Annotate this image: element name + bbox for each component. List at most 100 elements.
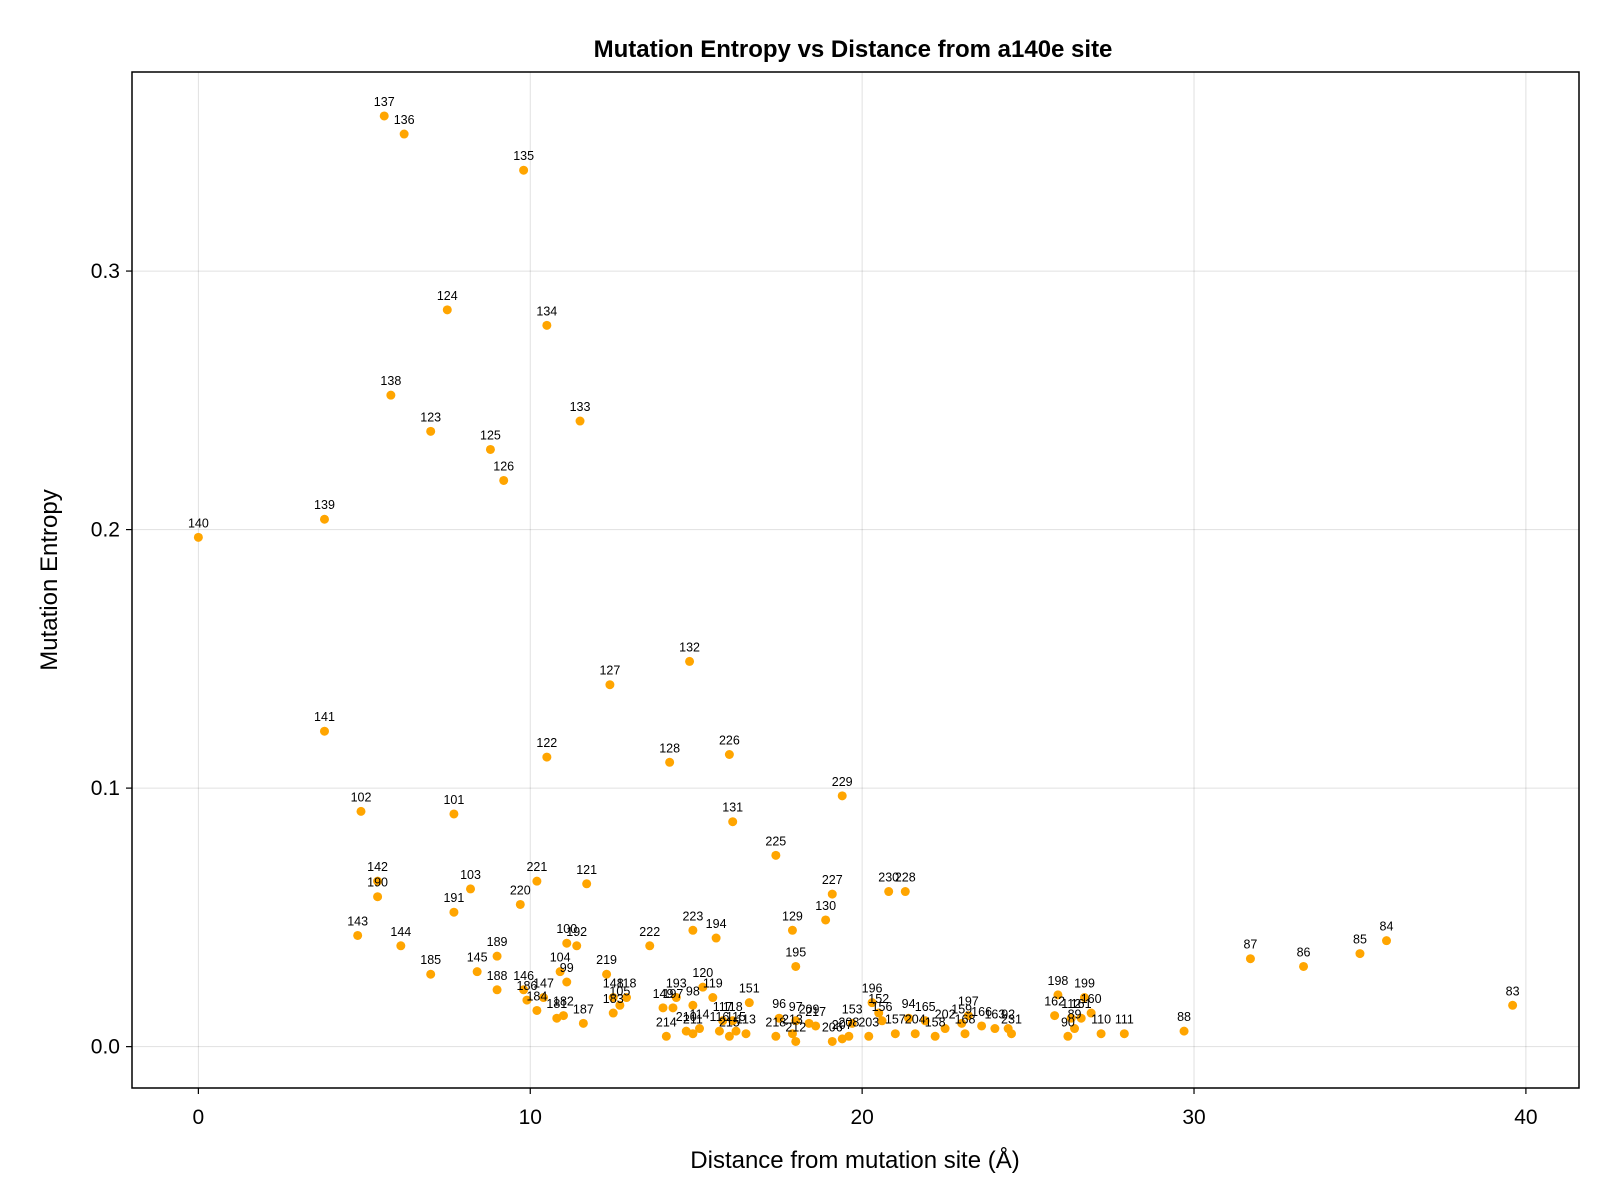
data-point-label: 220 xyxy=(510,883,531,897)
data-point xyxy=(615,1000,625,1010)
data-point-label: 185 xyxy=(420,953,441,967)
data-point xyxy=(472,967,482,977)
data-point-label: 103 xyxy=(460,868,481,882)
data-point xyxy=(698,982,708,992)
data-point xyxy=(688,925,698,935)
y-tick-label: 0.0 xyxy=(91,1036,120,1059)
data-point-label: 146 xyxy=(513,969,534,983)
data-point-label: 141 xyxy=(314,710,335,724)
data-point xyxy=(1355,949,1365,959)
data-point-label: 210 xyxy=(676,1010,697,1024)
data-point xyxy=(668,1003,678,1013)
data-point-label: 111 xyxy=(1115,1013,1134,1027)
data-point-label: 199 xyxy=(1074,977,1095,991)
data-point-label: 226 xyxy=(719,734,740,748)
data-point xyxy=(671,993,681,1003)
data-point xyxy=(519,985,529,995)
data-point xyxy=(1179,1026,1189,1036)
data-point-label: 161 xyxy=(1071,997,1092,1011)
data-point xyxy=(542,320,552,330)
data-point xyxy=(724,1031,734,1041)
data-point-label: 160 xyxy=(1081,992,1102,1006)
data-point xyxy=(1053,990,1063,1000)
data-point xyxy=(728,817,738,827)
data-point xyxy=(811,1021,821,1031)
data-point-label: 117 xyxy=(713,1000,733,1014)
data-point-label: 209 xyxy=(799,1002,820,1016)
data-point xyxy=(396,941,406,951)
data-point xyxy=(319,514,329,524)
data-point-label: 83 xyxy=(1506,984,1520,998)
data-point-label: 97 xyxy=(789,1000,803,1014)
data-point-label: 144 xyxy=(390,925,411,939)
data-point xyxy=(837,791,847,801)
data-point-label: 138 xyxy=(380,374,401,388)
data-point xyxy=(771,850,781,860)
data-point xyxy=(904,1013,914,1023)
data-point-label: 188 xyxy=(487,969,508,983)
data-point xyxy=(532,876,542,886)
data-point-label: 197 xyxy=(663,987,684,1001)
data-point-label: 159 xyxy=(951,1002,972,1016)
plot-frame xyxy=(131,71,1580,1089)
data-point xyxy=(572,941,582,951)
data-point-label: 187 xyxy=(573,1002,594,1016)
data-point xyxy=(373,876,383,886)
data-point-label: 120 xyxy=(692,966,713,980)
data-point-label: 143 xyxy=(347,914,368,928)
data-point-label: 110 xyxy=(1091,1013,1111,1027)
data-point-label: 126 xyxy=(493,459,514,473)
data-point xyxy=(990,1024,1000,1034)
data-point-label: 123 xyxy=(420,410,441,424)
data-point-label: 219 xyxy=(596,953,617,967)
data-point xyxy=(688,1000,698,1010)
data-point-label: 92 xyxy=(1001,1008,1015,1022)
data-point xyxy=(1063,1031,1073,1041)
data-point-label: 127 xyxy=(599,664,620,678)
data-point xyxy=(827,889,837,899)
data-point-label: 98 xyxy=(686,984,700,998)
data-point-label: 104 xyxy=(550,951,571,965)
data-point xyxy=(578,1018,588,1028)
data-point-label: 96 xyxy=(772,997,786,1011)
data-point xyxy=(485,444,495,454)
data-point xyxy=(665,757,675,767)
data-point-label: 212 xyxy=(785,1020,806,1034)
x-tick-label: 30 xyxy=(1182,1106,1205,1129)
data-point-label: 168 xyxy=(955,1013,976,1027)
data-point-label: 206 xyxy=(822,1020,843,1034)
data-point xyxy=(920,1016,930,1026)
data-point-label: 137 xyxy=(374,95,395,109)
data-point xyxy=(1079,993,1089,1003)
data-point-label: 94 xyxy=(902,997,916,1011)
data-point-label: 196 xyxy=(862,982,883,996)
data-point xyxy=(940,1024,950,1034)
data-point-label: 163 xyxy=(984,1008,1005,1022)
data-point xyxy=(622,993,632,1003)
data-point-label: 162 xyxy=(1044,995,1065,1009)
data-point-label: 213 xyxy=(782,1013,803,1027)
data-point-label: 186 xyxy=(517,979,538,993)
data-point xyxy=(1076,1013,1086,1023)
data-point xyxy=(1245,954,1255,964)
data-point xyxy=(442,305,452,315)
data-point xyxy=(373,892,383,902)
data-point xyxy=(356,806,366,816)
data-points xyxy=(193,111,1518,1046)
data-point xyxy=(791,1016,801,1026)
data-point-label: 136 xyxy=(394,113,415,127)
data-point-label: 204 xyxy=(905,1013,926,1027)
data-point-label: 130 xyxy=(815,899,836,913)
data-point-label: 89 xyxy=(1068,1008,1082,1022)
data-point-label: 222 xyxy=(639,925,660,939)
data-point xyxy=(542,752,552,762)
data-point xyxy=(379,111,389,121)
data-point-label: 121 xyxy=(576,863,597,877)
data-point-label: 156 xyxy=(872,1000,893,1014)
data-point xyxy=(844,1031,854,1041)
data-point xyxy=(562,977,572,987)
data-point-label: 190 xyxy=(367,876,388,890)
data-point xyxy=(791,1036,801,1046)
data-point xyxy=(492,951,502,961)
data-point xyxy=(685,656,695,666)
